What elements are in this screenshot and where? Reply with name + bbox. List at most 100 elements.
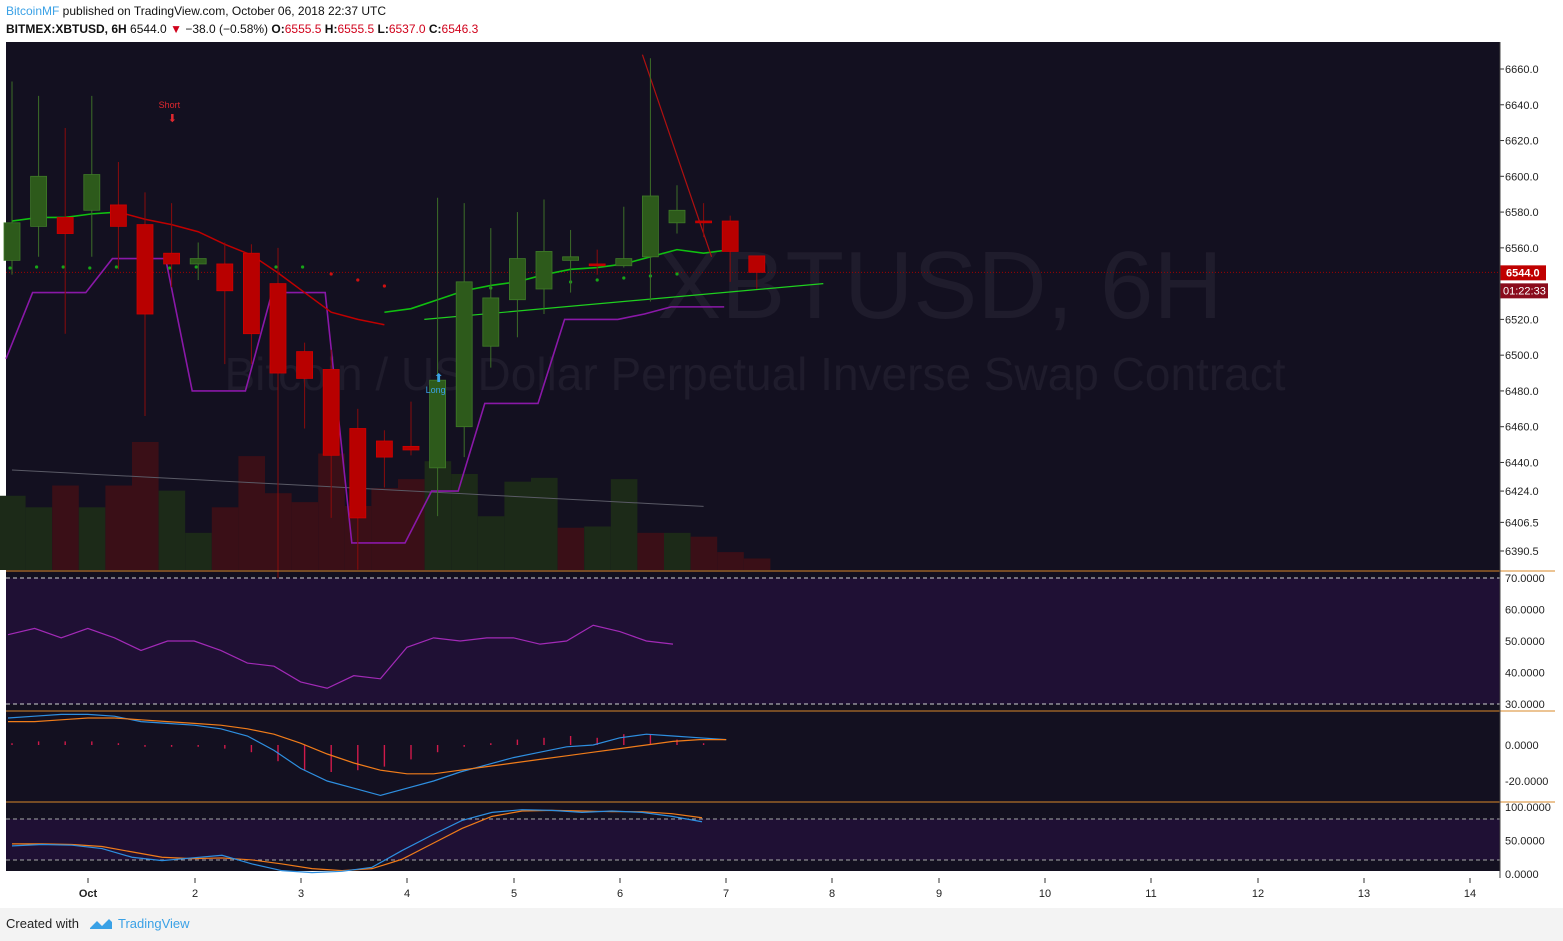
created-with-label: Created with [6, 916, 79, 931]
rsi-band [6, 578, 1500, 704]
volume-bar [291, 502, 319, 570]
candle-body [748, 255, 766, 273]
price-axis-label: 6424.0 [1505, 486, 1539, 498]
candle-body [322, 369, 340, 456]
down-arrow-icon: ▼ [170, 22, 182, 36]
candle-body [136, 224, 154, 315]
price-axis-label: 6460.0 [1505, 422, 1539, 434]
open-label: O: [271, 22, 285, 36]
price-axis-label: 6480.0 [1505, 386, 1539, 398]
rsi-axis-label: 40.0000 [1505, 668, 1545, 680]
watermark-symbol: XBTUSD, 6H [657, 232, 1222, 339]
time-axis-label: 11 [1145, 888, 1156, 900]
price-axis-label: 6660.0 [1505, 64, 1539, 76]
countdown-label: 01:22:33 [1503, 285, 1546, 297]
rsi-axis-label: 70.0000 [1505, 573, 1545, 585]
long-arrow-icon: ⬆ [434, 371, 444, 385]
sar-dot [274, 265, 278, 269]
time-axis-label: 14 [1464, 888, 1476, 900]
price-axis-label: 6520.0 [1505, 314, 1539, 326]
volume-bar [557, 527, 585, 570]
time-axis-label: 12 [1252, 888, 1264, 900]
time-axis-label: 3 [298, 888, 304, 900]
tradingview-brand-link[interactable]: TradingView [118, 916, 190, 931]
volume-bar [78, 507, 106, 570]
last-price: 6544.0 [130, 22, 167, 36]
time-axis-label: 8 [829, 888, 835, 900]
time-axis-label: 6 [617, 888, 623, 900]
candle-body [402, 445, 420, 451]
high-label: H: [324, 22, 338, 36]
author-link[interactable]: BitcoinMF [6, 4, 60, 18]
sar-dot [382, 284, 386, 288]
candle-body [110, 204, 127, 227]
volume-bar [637, 532, 664, 570]
candle-body [695, 220, 712, 224]
high-value: 6555.5 [337, 22, 375, 36]
plot-background [6, 42, 1500, 871]
price-tag-label: 6544.0 [1506, 267, 1540, 279]
low-value: 6537.0 [388, 22, 426, 36]
candle-body [668, 209, 686, 224]
candle-body [3, 222, 21, 261]
time-axis-label: 13 [1358, 888, 1370, 900]
volume-bar [185, 532, 212, 570]
volume-bar [717, 552, 744, 570]
short-signal-label: Short [159, 100, 181, 110]
open-value: 6555.5 [284, 22, 322, 36]
volume-bar [25, 507, 53, 570]
volume-bar [531, 477, 558, 570]
candle-body [296, 351, 314, 379]
low-label: L: [377, 22, 389, 36]
short-arrow-icon: ⬇ [168, 113, 177, 125]
close-value: 6546.3 [441, 22, 479, 36]
rsi-line [7, 624, 674, 689]
volume-bar [158, 490, 186, 570]
rsi-axis-label: 30.0000 [1505, 699, 1545, 711]
price-axis-area [1500, 42, 1563, 871]
candle-body [375, 440, 393, 458]
candle-body [482, 297, 500, 347]
price-axis-label: 6620.0 [1505, 136, 1539, 148]
long-signal-label: Long [426, 385, 446, 395]
rsi-axis-label: 60.0000 [1505, 605, 1545, 617]
sar-dot [329, 272, 333, 276]
stoch-axis-label: 0.0000 [1505, 869, 1539, 881]
candle-body [216, 263, 234, 292]
price-axis-label: 6440.0 [1505, 457, 1539, 469]
volume-bar [105, 485, 132, 570]
chart-canvas[interactable]: XBTUSD, 6H Bitcoin / US Dollar Perpetual … [0, 42, 1563, 908]
macd-signal-line [8, 717, 727, 775]
volume-bar [451, 474, 478, 570]
volume-bar [504, 481, 531, 570]
candle-body [535, 251, 553, 290]
sar-dot [61, 265, 65, 269]
volume-bar [477, 516, 505, 570]
symbol-label: BITMEX:XBTUSD, 6H [6, 22, 127, 36]
sar-dot [88, 266, 92, 270]
candle-body [269, 283, 287, 374]
volume-bar [132, 442, 159, 570]
time-axis-label: 7 [723, 888, 729, 900]
candle-body [163, 252, 181, 265]
price-axis-label: 6640.0 [1505, 100, 1539, 112]
candle-body [83, 174, 101, 211]
volume-bar [743, 558, 771, 570]
symbol-line: BITMEX:XBTUSD, 6H 6544.0 ▼ −38.0 (−0.58%… [6, 22, 478, 36]
volume-bar [610, 479, 638, 570]
candle-body [242, 252, 260, 335]
candle-body [721, 220, 739, 252]
stoch-axis-label: 100.0000 [1505, 802, 1551, 814]
sar-dot [8, 266, 12, 270]
stoch-axis-label: 50.0000 [1505, 836, 1545, 848]
candle-body [508, 258, 526, 301]
candle-body [56, 217, 74, 234]
stoch-k-line [11, 809, 703, 874]
price-axis-label: 6500.0 [1505, 350, 1539, 362]
footer: Created with TradingView [0, 908, 1563, 941]
candle-body [429, 379, 447, 469]
publish-line: BitcoinMF published on TradingView.com, … [6, 4, 386, 18]
countdown-tag [1500, 283, 1548, 299]
volume-bar [584, 526, 611, 570]
candle-body [615, 258, 633, 267]
